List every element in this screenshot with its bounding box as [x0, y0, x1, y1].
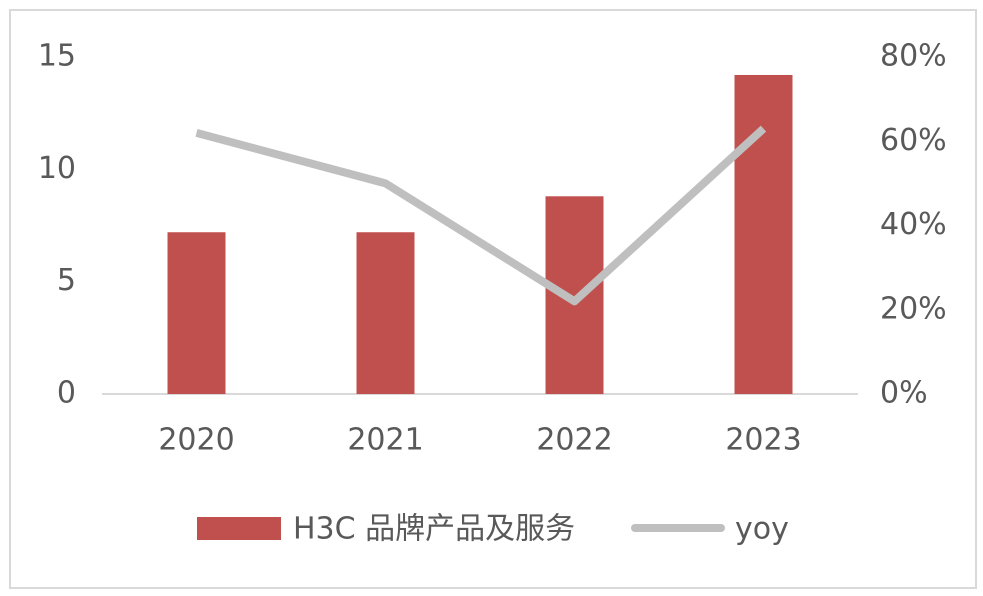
y2-tick-label: 0% — [880, 376, 928, 411]
x-tick-label: 2023 — [725, 423, 801, 458]
x-tick-label: 2021 — [347, 423, 423, 458]
y-tick-label: 10 — [38, 151, 76, 186]
y2-tick-label: 20% — [880, 291, 947, 326]
x-tick-label: 2020 — [158, 423, 234, 458]
y-tick-label: 0 — [57, 376, 76, 411]
x-tick-label: 2022 — [536, 423, 612, 458]
y2-tick-label: 60% — [880, 123, 947, 158]
bar — [734, 74, 793, 395]
y-tick-label: 5 — [57, 263, 76, 298]
legend-label: yoy — [735, 512, 789, 547]
y2-tick-label: 80% — [880, 39, 947, 74]
y-tick-label: 15 — [38, 39, 76, 74]
chart-border — [9, 9, 977, 589]
y2-tick-label: 40% — [880, 207, 947, 242]
line — [195, 125, 767, 306]
bar — [167, 232, 226, 394]
bar — [545, 196, 604, 394]
legend-swatch — [197, 517, 281, 540]
bar — [356, 232, 415, 394]
legend-label: H3C 品牌产品及服务 — [293, 512, 575, 547]
